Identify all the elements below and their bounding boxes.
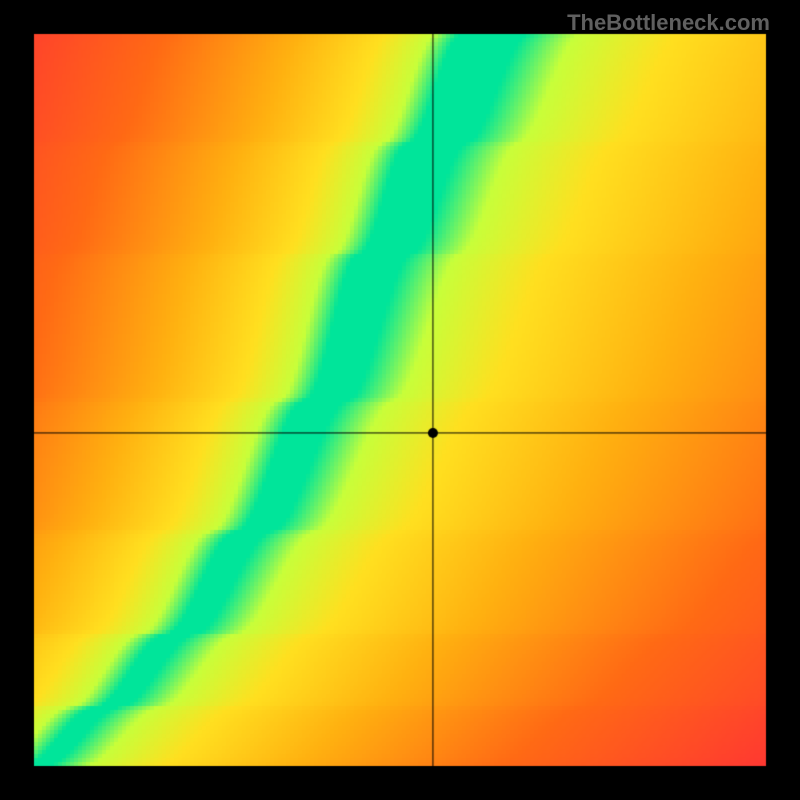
heatmap-canvas (0, 0, 800, 800)
watermark-text: TheBottleneck.com (567, 10, 770, 36)
